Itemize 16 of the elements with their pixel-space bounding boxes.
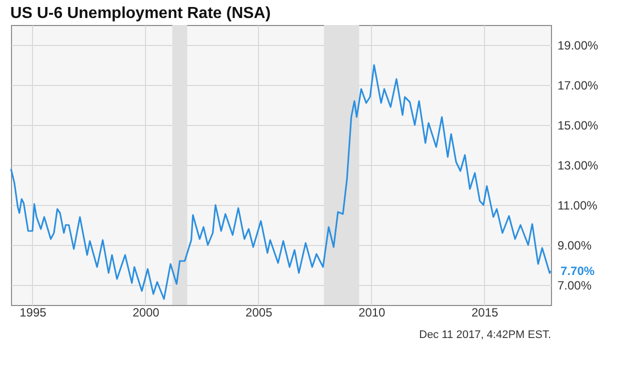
x-tick-label: 2015: [471, 306, 499, 320]
line-series: [10, 64, 552, 300]
chart-title: US U-6 Unemployment Rate (NSA): [10, 5, 271, 22]
y-tick-label: 11.00%: [558, 198, 598, 212]
y-tick-label: 7.00%: [558, 278, 592, 292]
text: Dec 11 2017, 4:42PM EST.: [419, 329, 551, 341]
annotation: 7.70%: [560, 264, 595, 278]
y-tick-label: 19.00%: [558, 38, 599, 52]
y-tick-label: 13.00%: [558, 158, 599, 172]
x-tick-label: 2005: [246, 306, 273, 320]
x-tick-label: 1995: [20, 306, 47, 320]
x-tick-label: 2010: [358, 306, 386, 320]
x-tick-label: 2000: [132, 306, 160, 320]
y-tick-label: 9.00%: [558, 238, 592, 252]
y-tick-label: 15.00%: [558, 118, 599, 132]
y-tick-label: 17.00%: [558, 78, 599, 92]
